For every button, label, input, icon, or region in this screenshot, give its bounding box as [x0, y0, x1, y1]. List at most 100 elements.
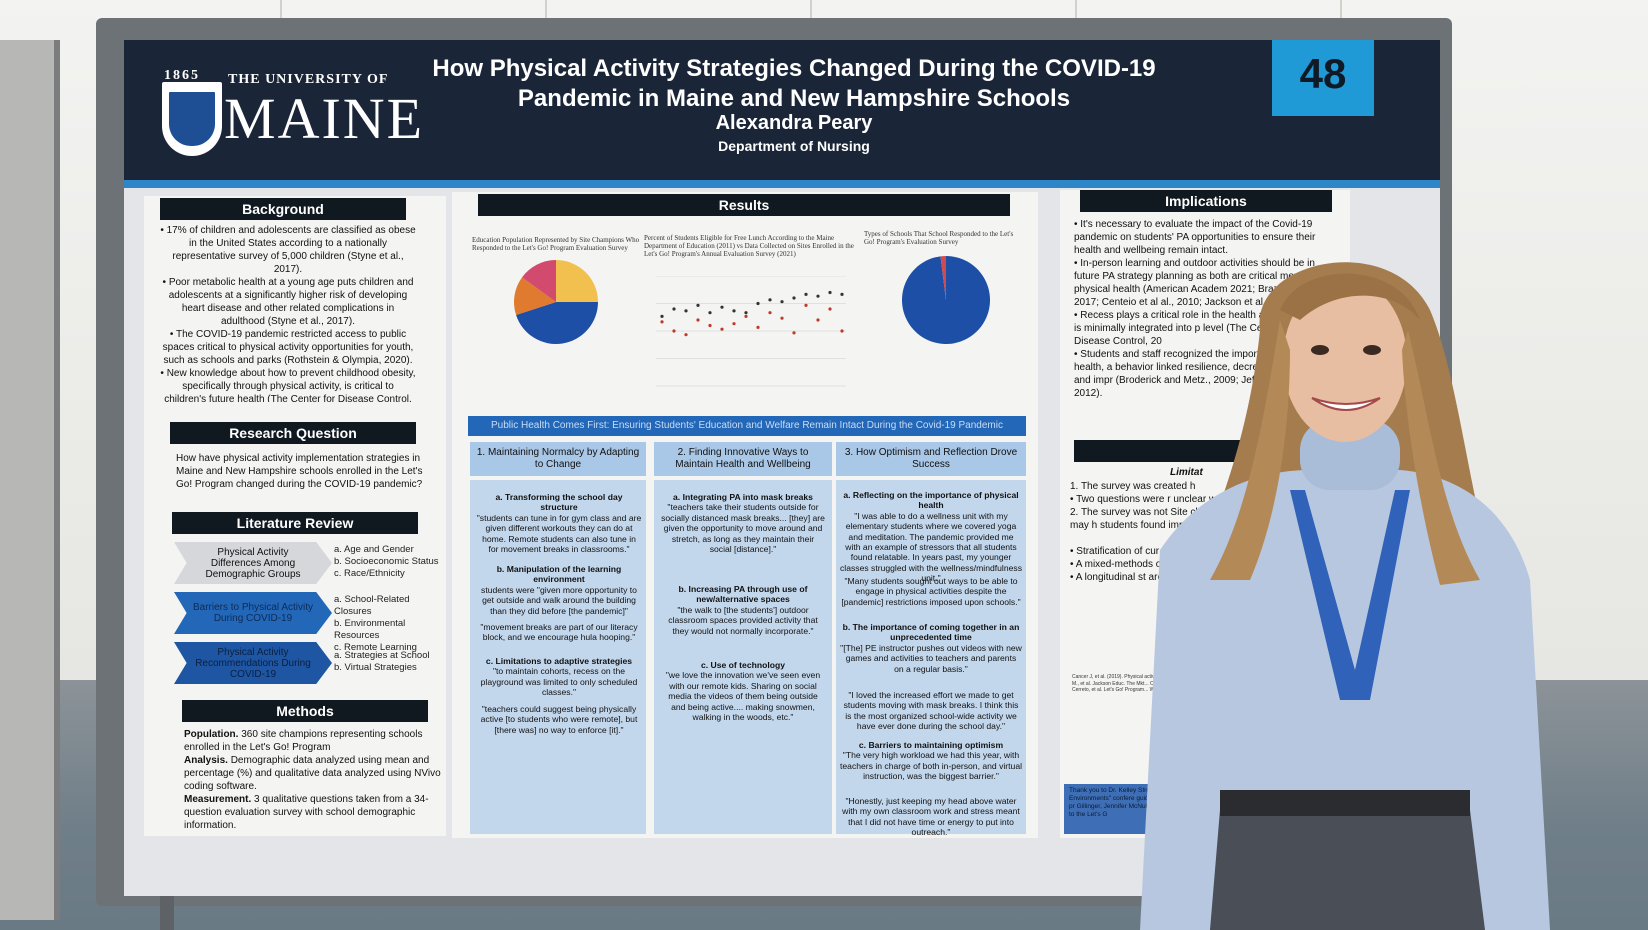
- shield-icon: [162, 82, 222, 156]
- scatter-point: [708, 311, 712, 315]
- pie-slice: [514, 277, 556, 315]
- quote-heading: b. The importance of coming together in …: [842, 622, 1020, 643]
- scatter-point: [684, 333, 688, 337]
- background-paragraph: • 17% of children and adolescents are cl…: [160, 225, 416, 275]
- methods-value: Demographic data analyzed using mean and…: [184, 755, 441, 792]
- lit-row-label: Barriers to Physical Activity During COV…: [174, 592, 332, 634]
- scatter-point: [780, 300, 784, 304]
- quote-heading: a. Integrating PA into mask breaks: [673, 492, 813, 502]
- methods-text: Population. 360 site champions represent…: [184, 728, 442, 832]
- quote-heading: c. Use of technology: [700, 660, 786, 670]
- quote-column: [836, 480, 1026, 834]
- quote-text: "teachers take their students outside fo…: [661, 502, 825, 555]
- lit-item: c. Remote Learning: [334, 642, 417, 653]
- scatter-point: [792, 331, 796, 335]
- scatter-point: [744, 311, 748, 315]
- scatter-point: [780, 316, 784, 320]
- scatter-point: [756, 325, 760, 329]
- quote-heading: c. Limitations to adaptive strategies: [485, 656, 633, 666]
- quote-text: "I was able to do a wellness unit with m…: [840, 510, 1022, 584]
- scatter-point: [804, 303, 808, 307]
- lit-item: a. School-Related Closures: [334, 594, 410, 617]
- school-type-pie-chart: [902, 256, 990, 344]
- poster-title: How Physical Activity Strategies Changed…: [414, 54, 1174, 114]
- quote-text: students were "given more opportunity to…: [481, 584, 637, 616]
- scatter-point: [792, 296, 796, 300]
- theme-heading: 1. Maintaining Normalcy by Adapting to C…: [470, 442, 646, 476]
- scatter-point: [696, 303, 700, 307]
- chart1-title: Education Population Represented by Site…: [472, 236, 640, 252]
- quote-text: "the walk to [the students'] outdoor cla…: [668, 604, 818, 636]
- scatter-point: [684, 309, 688, 313]
- lit-item: a. Age and Gender: [334, 544, 414, 555]
- scatter-point: [732, 309, 736, 313]
- quote-text: "movement breaks are part of our literac…: [480, 622, 638, 643]
- scatter-point: [660, 314, 664, 318]
- lit-row-items: a. Strategies at School b. Virtual Strat…: [334, 650, 444, 674]
- lit-item: b. Environmental Resources: [334, 618, 406, 641]
- scatter-point: [840, 292, 844, 296]
- quote-text: "teachers could suggest being physically…: [480, 704, 638, 735]
- lit-item: a. Strategies at School: [334, 650, 430, 661]
- lit-row-items: a. School-Related Closures b. Environmen…: [334, 594, 446, 654]
- logo-university: THE UNIVERSITY OF: [228, 72, 389, 87]
- quote-heading: a. Reflecting on the importance of physi…: [843, 490, 1019, 511]
- scatter-point: [672, 329, 676, 333]
- quote-text: "Honestly, just keeping my head above wa…: [842, 796, 1020, 838]
- results-ribbon: Public Health Comes First: Ensuring Stud…: [468, 416, 1026, 436]
- scatter-point: [816, 318, 820, 322]
- scatter-point: [720, 327, 724, 331]
- quote-block: "I loved the increased effort we made to…: [840, 690, 1022, 732]
- lit-item: c. Race/Ethnicity: [334, 568, 405, 579]
- quote-column: [654, 480, 832, 834]
- quote-block: "Honestly, just keeping my head above wa…: [840, 796, 1022, 838]
- scatter-point: [732, 322, 736, 326]
- header-accent-line: [124, 180, 1440, 188]
- quote-text: "we love the innovation we've seen even …: [665, 670, 821, 723]
- methods-label: Population.: [184, 729, 239, 740]
- quote-heading: b. Manipulation of the learning environm…: [496, 564, 622, 585]
- research-question-heading: Research Question: [170, 422, 416, 444]
- neighbor-board: [0, 40, 60, 920]
- quote-block: c. Limitations to adaptive strategies "to…: [476, 656, 642, 698]
- quote-block: "teachers could suggest being physically…: [476, 704, 642, 735]
- university-logo: 1865 THE UNIVERSITY OF MAINE: [162, 68, 422, 158]
- quote-heading: b. Increasing PA through use of new/alte…: [678, 584, 808, 605]
- scatter-point: [768, 311, 772, 315]
- background-paragraph: • New knowledge about how to prevent chi…: [160, 368, 416, 402]
- quote-block: a. Reflecting on the importance of physi…: [840, 490, 1022, 584]
- background-paragraph: • Poor metabolic health at a young age p…: [162, 277, 414, 327]
- lit-row-label: Physical Activity Differences Among Demo…: [174, 542, 332, 584]
- quote-text: "to maintain cohorts, recess on the play…: [480, 666, 638, 698]
- scatter-point: [768, 298, 772, 302]
- poster-number-badge: 48: [1272, 40, 1374, 116]
- scatter-point: [756, 301, 760, 306]
- scatter-point: [840, 329, 844, 333]
- pie-slice: [516, 302, 598, 344]
- education-pie-chart: [514, 260, 598, 344]
- logo-maine: MAINE: [224, 86, 425, 151]
- title-line: Pandemic in Maine and New Hampshire Scho…: [517, 85, 1071, 112]
- quote-block: c. Barriers to maintaining optimism "The …: [840, 740, 1022, 782]
- quote-block: b. Manipulation of the learning environm…: [476, 564, 642, 616]
- scatter-point: [660, 320, 664, 324]
- quote-block: b. The importance of coming together in …: [840, 622, 1022, 674]
- scatter-point: [672, 307, 676, 311]
- methods-label: Measurement.: [184, 794, 252, 805]
- background-paragraph: • The COVID-19 pandemic restricted acces…: [162, 329, 414, 366]
- quote-text: "Many students sought out ways to be abl…: [841, 576, 1021, 607]
- free-lunch-scatter-chart: [656, 276, 846, 387]
- quote-block: a. Integrating PA into mask breaks "teach…: [660, 492, 826, 554]
- quote-heading: a. Transforming the school day structure: [495, 492, 623, 513]
- quote-block: b. Increasing PA through use of new/alte…: [660, 584, 826, 636]
- limitations-subheading: Limitat: [1170, 467, 1203, 478]
- pie-slice: [522, 260, 556, 302]
- scatter-point: [828, 290, 832, 295]
- lit-row-items: a. Age and Gender b. Socioeconomic Statu…: [334, 544, 444, 580]
- lit-row-label: Physical Activity Recommendations During…: [174, 642, 332, 684]
- quote-block: a. Transforming the school day structure…: [476, 492, 642, 554]
- quote-block: "Many students sought out ways to be abl…: [840, 576, 1022, 607]
- lit-item: b. Socioeconomic Status: [334, 556, 439, 567]
- background-heading: Background: [160, 198, 406, 220]
- quote-heading: c. Barriers to maintaining optimism: [858, 740, 1004, 750]
